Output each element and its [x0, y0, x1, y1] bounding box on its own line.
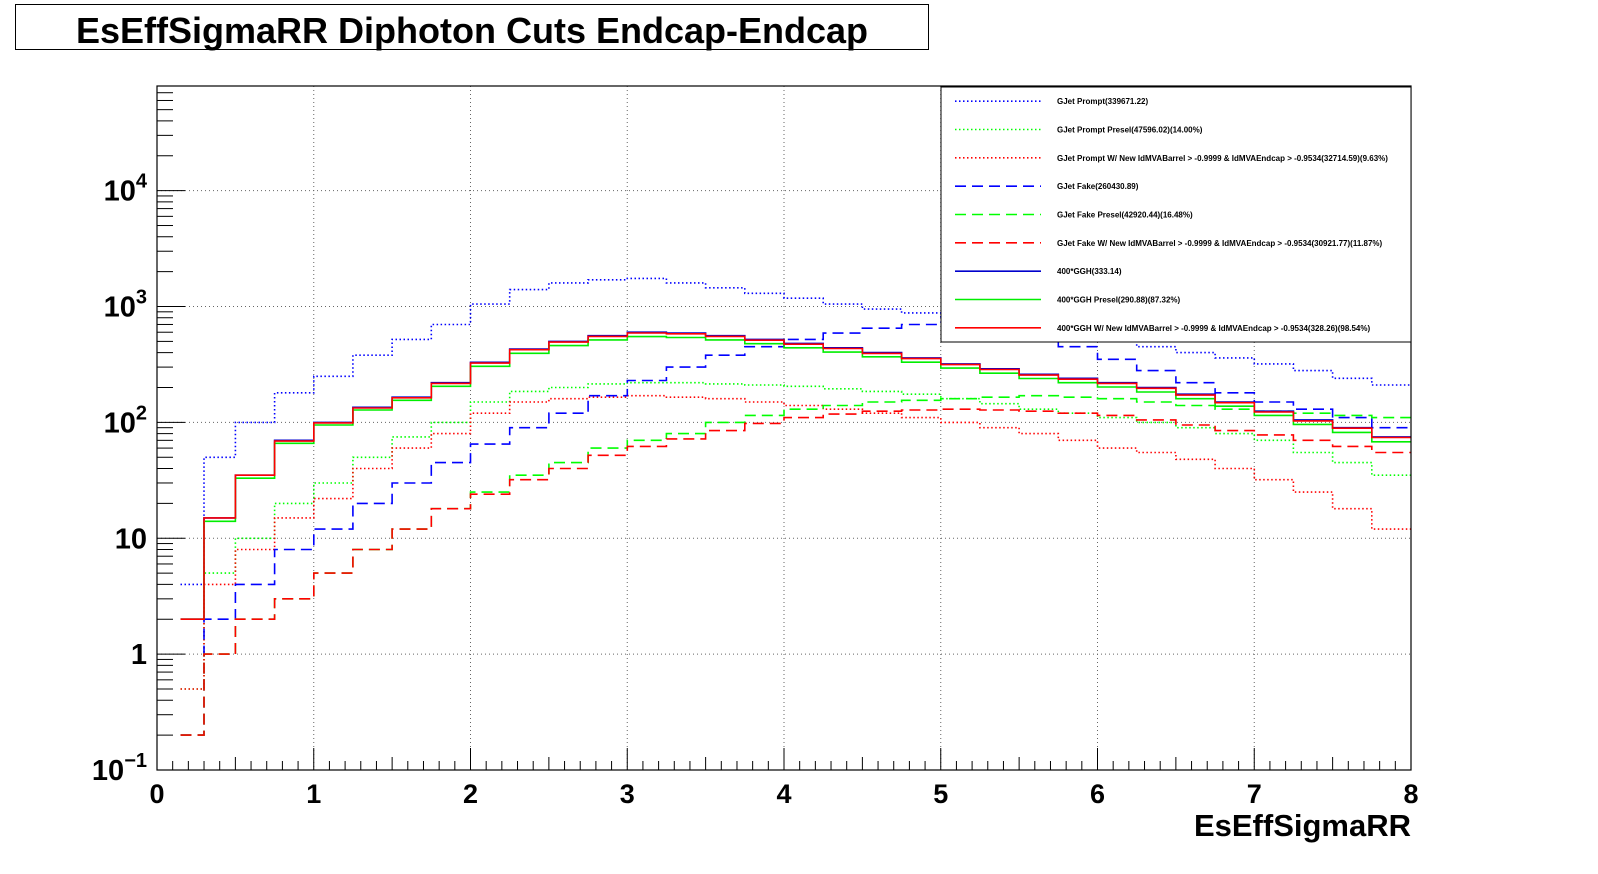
- x-tick-labels: 0 1 2 3 4 5 6 7 8: [149, 779, 1418, 809]
- legend-label: 400*GGH Presel(290.88)(87.32%): [1057, 296, 1181, 305]
- x-tick-label: 3: [620, 779, 635, 809]
- x-tick-label: 5: [933, 779, 948, 809]
- legend-label: GJet Prompt(339671.22): [1057, 97, 1148, 106]
- legend-label: GJet Fake Presel(42920.44)(16.48%): [1057, 211, 1193, 220]
- legend-label: GJet Prompt W/ New IdMVABarrel > -0.9999…: [1057, 154, 1388, 163]
- series-line-6: [180, 408, 1411, 736]
- series-line-9: [180, 332, 1411, 620]
- series-line-5: [180, 394, 1411, 736]
- legend-label: GJet Fake(260430.89): [1057, 182, 1139, 191]
- x-tick-label: 7: [1247, 779, 1262, 809]
- series-line-1: [180, 277, 1411, 586]
- series-line-3: [180, 394, 1411, 690]
- y-tick-label: 102: [104, 402, 147, 439]
- y-tick-label: 10: [115, 523, 147, 555]
- series-line-7: [180, 331, 1411, 620]
- y-tick-labels: 10−1 1 10 102 103 104: [92, 171, 148, 787]
- series-line-2: [180, 381, 1411, 690]
- x-tick-label: 8: [1403, 779, 1418, 809]
- legend: GJet Prompt(339671.22) GJet Prompt Presel…: [940, 86, 1412, 343]
- y-tick-label: 1: [131, 639, 147, 671]
- legend-label: GJet Prompt Presel(47596.02)(14.00%): [1057, 126, 1203, 135]
- legend-label: GJet Fake W/ New IdMVABarrel > -0.9999 &…: [1057, 239, 1383, 248]
- x-tick-label: 1: [306, 779, 321, 809]
- chart-title-box: EsEffSigmaRR Diphoton Cuts Endcap-Endcap: [15, 4, 929, 51]
- y-tick-label: 104: [104, 171, 148, 208]
- chart-title: EsEffSigmaRR Diphoton Cuts Endcap-Endcap: [75, 10, 869, 51]
- x-axis-title: EsEffSigmaRR: [1194, 808, 1411, 843]
- y-tick-label: 10−1: [92, 750, 147, 787]
- series-layer: [180, 277, 1411, 736]
- y-tick-label: 103: [104, 287, 147, 324]
- x-tick-label: 2: [463, 779, 478, 809]
- x-tick-label: 0: [149, 779, 164, 809]
- series-line-4: [180, 321, 1411, 736]
- axis-ticks: [156, 85, 1412, 771]
- series-line-8: [180, 335, 1411, 620]
- legend-label: 400*GGH W/ New IdMVABarrel > -0.9999 & I…: [1057, 324, 1370, 333]
- x-tick-label: 4: [776, 779, 791, 809]
- legend-label: 400*GGH(333.14): [1057, 267, 1122, 276]
- x-tick-label: 6: [1090, 779, 1105, 809]
